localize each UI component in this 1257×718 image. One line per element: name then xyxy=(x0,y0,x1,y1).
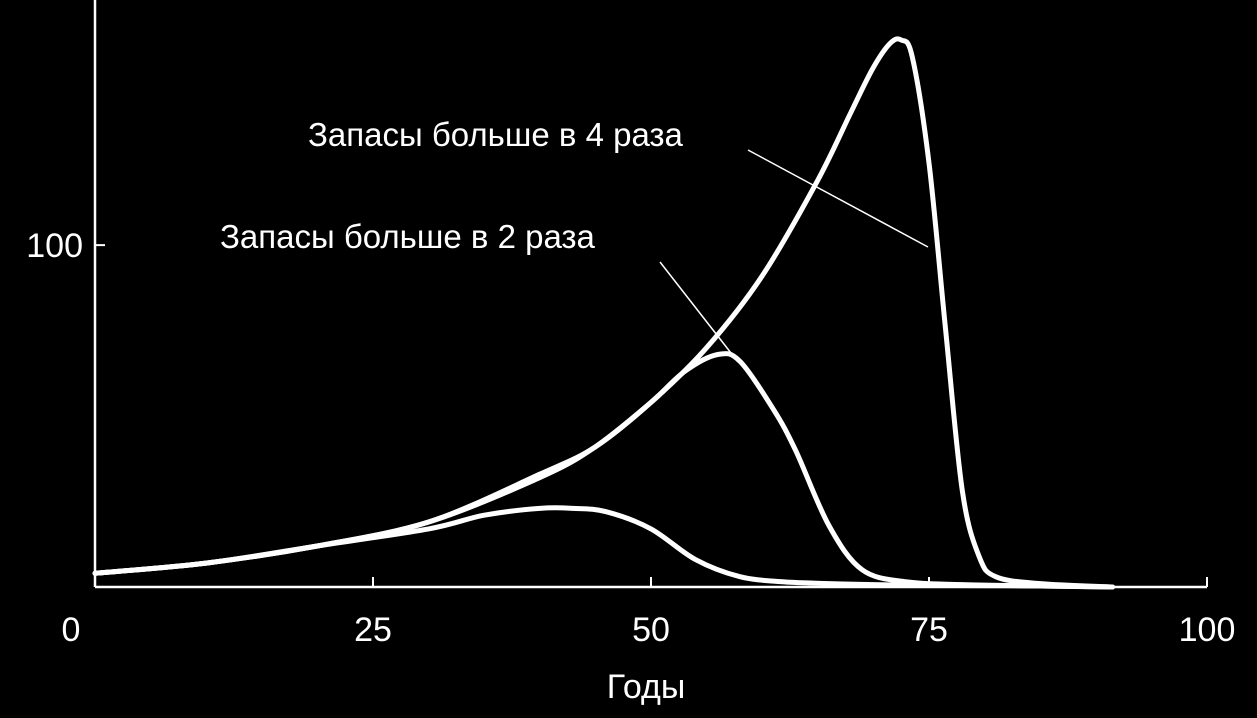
x-tick-label-50: 50 xyxy=(632,611,670,649)
series-line-3 xyxy=(92,36,1115,590)
annotation-leader-4x xyxy=(747,149,929,248)
y-tick-label-100: 100 xyxy=(26,227,83,265)
x-axis-title: Годы xyxy=(607,668,686,706)
x-tick-label-0: 0 xyxy=(62,611,81,649)
ticks-layer: 0 25 50 75 100 100 xyxy=(26,227,1235,649)
x-tick-label-100: 100 xyxy=(1179,611,1236,649)
x-tick-label-25: 25 xyxy=(354,611,392,649)
annotation-4x: Запасы больше в 4 раза xyxy=(308,116,684,153)
annotation-leader-2x xyxy=(659,261,739,363)
annotation-2x: Запасы больше в 2 раза xyxy=(220,218,596,255)
x-tick-label-75: 75 xyxy=(910,611,948,649)
series-line-1 xyxy=(92,505,1115,590)
